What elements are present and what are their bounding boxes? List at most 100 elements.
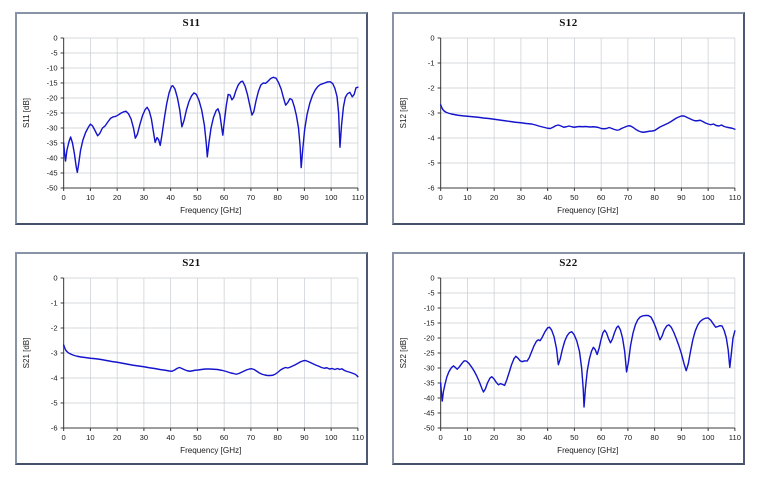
svg-text:60: 60 [597, 193, 605, 202]
svg-text:90: 90 [677, 433, 685, 442]
x-tick-labels: 0 10 20 30 40 50 60 70 80 90 100 110 [439, 193, 741, 202]
svg-text:60: 60 [597, 433, 605, 442]
svg-text:0: 0 [430, 274, 434, 283]
svg-text:-35: -35 [424, 379, 435, 388]
x-tick-labels: 0 10 20 30 40 50 60 70 80 90 100 110 [62, 193, 364, 202]
svg-text:-6: -6 [428, 184, 435, 193]
svg-text:60: 60 [220, 433, 228, 442]
svg-text:110: 110 [352, 433, 364, 442]
svg-text:40: 40 [543, 433, 551, 442]
svg-text:-4: -4 [428, 134, 435, 143]
axes [60, 277, 359, 431]
svg-text:110: 110 [352, 193, 364, 202]
svg-text:90: 90 [300, 433, 308, 442]
svg-text:-45: -45 [47, 169, 58, 178]
svg-text:-1: -1 [428, 59, 435, 68]
s12-trace [439, 104, 736, 133]
y-tick-labels: 0 -5 -10 -15 -20 -25 -30 -35 -40 -45 -50 [47, 34, 58, 193]
svg-text:-25: -25 [47, 109, 58, 118]
svg-text:100: 100 [702, 193, 715, 202]
svg-text:0: 0 [53, 274, 57, 283]
svg-text:50: 50 [570, 433, 578, 442]
svg-text:-15: -15 [424, 319, 435, 328]
s22-trace [439, 314, 736, 408]
svg-text:10: 10 [86, 193, 94, 202]
svg-text:-50: -50 [424, 424, 435, 433]
axes [60, 37, 359, 191]
y-tick-labels: 0 -1 -2 -3 -4 -5 -6 [51, 274, 58, 433]
chart-panel-s21: S21 0 10 20 30 40 50 60 70 80 90 100 110 0 -1 -2 -3 -4 -5… [15, 252, 368, 465]
s22-chart-canvas: 0 10 20 30 40 50 60 70 80 90 100 110 0 -5 -10 -15 -20 -25… [399, 274, 741, 455]
svg-text:30: 30 [517, 433, 525, 442]
x-axis-title: Frequency [GHz] [557, 206, 618, 215]
svg-text:80: 80 [650, 433, 658, 442]
svg-text:-40: -40 [47, 154, 58, 163]
svg-text:-45: -45 [424, 409, 435, 418]
svg-text:-5: -5 [51, 49, 58, 58]
svg-text:-35: -35 [47, 139, 58, 148]
y-axis-title: S11 [dB] [22, 98, 31, 128]
y-axis-title: S21 [dB] [22, 338, 31, 369]
svg-text:100: 100 [325, 433, 338, 442]
svg-text:-30: -30 [424, 364, 435, 373]
svg-text:-30: -30 [47, 124, 58, 133]
svg-text:50: 50 [570, 193, 578, 202]
x-axis-title: Frequency [GHz] [557, 446, 618, 455]
chart-title-s22: S22 [559, 257, 578, 269]
svg-text:0: 0 [439, 433, 443, 442]
chart-title-s12: S12 [559, 17, 578, 29]
svg-text:10: 10 [463, 433, 471, 442]
svg-text:80: 80 [650, 193, 658, 202]
chart-title-s21: S21 [182, 257, 201, 269]
y-tick-labels: 0 -1 -2 -3 -4 -5 -6 [428, 34, 435, 193]
gridlines [63, 277, 359, 429]
svg-text:-3: -3 [51, 349, 58, 358]
svg-text:20: 20 [113, 433, 121, 442]
svg-text:40: 40 [166, 433, 174, 442]
s11-trace [62, 76, 359, 174]
s21-chart-canvas: 0 10 20 30 40 50 60 70 80 90 100 110 0 -1 -2 -3 -4 -5 -6 Fr… [22, 274, 364, 455]
chart-title-s11: S11 [182, 17, 201, 29]
svg-text:20: 20 [490, 193, 498, 202]
s12-chart-canvas: 0 10 20 30 40 50 60 70 80 90 100 110 0 -1 -2 -3 -4 -5 -6 Fr… [399, 34, 741, 215]
svg-text:70: 70 [624, 193, 632, 202]
svg-text:60: 60 [220, 193, 228, 202]
svg-text:-3: -3 [428, 109, 435, 118]
svg-text:10: 10 [463, 193, 471, 202]
svg-text:-5: -5 [428, 289, 435, 298]
svg-text:30: 30 [140, 193, 148, 202]
gridlines [440, 37, 736, 189]
svg-text:90: 90 [300, 193, 308, 202]
svg-text:-20: -20 [47, 94, 58, 103]
svg-text:-6: -6 [51, 424, 58, 433]
x-axis-title: Frequency [GHz] [180, 206, 241, 215]
svg-text:-2: -2 [428, 84, 435, 93]
svg-text:100: 100 [702, 433, 715, 442]
svg-text:40: 40 [543, 193, 551, 202]
svg-text:0: 0 [430, 34, 434, 43]
svg-text:0: 0 [53, 34, 57, 43]
y-axis-title: S12 [dB] [399, 98, 408, 129]
svg-text:0: 0 [62, 433, 66, 442]
svg-text:70: 70 [247, 193, 255, 202]
svg-text:110: 110 [729, 193, 741, 202]
svg-text:30: 30 [517, 193, 525, 202]
svg-text:50: 50 [193, 433, 201, 442]
chart-panel-s12: S12 0 10 20 30 40 50 60 70 80 90 100 110 0 -1 -2 -3 -4 -5… [392, 12, 745, 225]
gridlines [63, 37, 359, 189]
svg-text:-4: -4 [51, 374, 58, 383]
svg-text:20: 20 [113, 193, 121, 202]
y-tick-labels: 0 -5 -10 -15 -20 -25 -30 -35 -40 -45 -50 [424, 274, 435, 433]
axes [437, 37, 736, 191]
svg-text:30: 30 [140, 433, 148, 442]
svg-text:-15: -15 [47, 79, 58, 88]
svg-text:-5: -5 [51, 399, 58, 408]
svg-text:20: 20 [490, 433, 498, 442]
svg-text:50: 50 [193, 193, 201, 202]
svg-text:110: 110 [729, 433, 741, 442]
svg-text:-20: -20 [424, 334, 435, 343]
x-tick-labels: 0 10 20 30 40 50 60 70 80 90 100 110 [439, 433, 741, 442]
svg-text:0: 0 [439, 193, 443, 202]
svg-text:80: 80 [273, 193, 281, 202]
